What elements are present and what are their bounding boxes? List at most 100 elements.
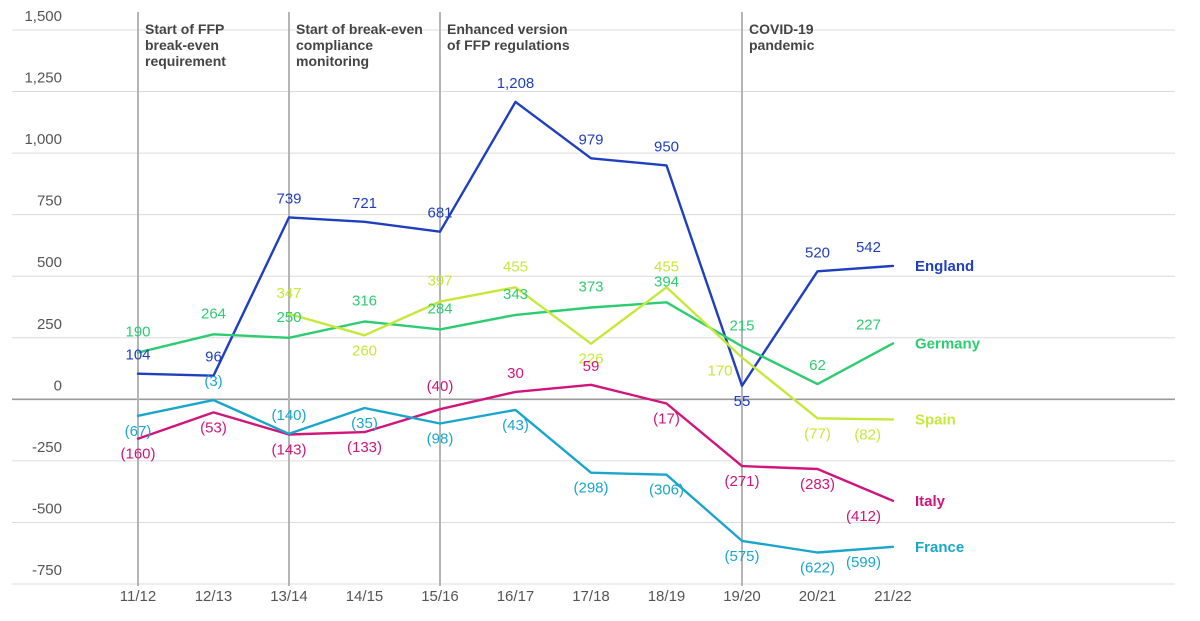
x-tick-label: 15/16 (421, 588, 459, 605)
series-name-france: France (915, 539, 964, 556)
data-label-italy: 59 (583, 358, 600, 375)
event-annotation: break-even (145, 37, 219, 53)
data-label-france: (67) (125, 423, 152, 440)
series-lines (136, 100, 895, 554)
data-label-italy: (17) (653, 411, 680, 428)
data-label-germany: 250 (276, 309, 301, 326)
data-label-france: (140) (271, 407, 306, 424)
event-annotation: compliance (296, 37, 373, 53)
axes: 1,500 1,250 1,000 750 500 250 0 -250 -500 -750 11/… (24, 8, 911, 605)
data-label-germany: 316 (352, 293, 377, 310)
data-labels: 104 96 739 721 681 1,208 979 950 55 520 542 England… (120, 75, 980, 577)
x-tick-label: 21/22 (874, 588, 912, 605)
data-label-england: 542 (856, 239, 881, 256)
data-label-italy: (40) (427, 378, 454, 395)
data-label-england: 721 (352, 195, 377, 212)
data-label-england: 950 (654, 138, 679, 155)
data-label-italy: 30 (507, 365, 524, 382)
x-tick-label: 11/12 (120, 588, 156, 605)
data-label-england: 1,208 (497, 75, 535, 92)
data-label-italy: (160) (120, 446, 155, 463)
data-label-france: (575) (724, 548, 759, 565)
data-label-germany: 227 (856, 316, 881, 333)
data-label-germany: 394 (654, 273, 679, 290)
data-label-spain: 397 (427, 273, 452, 290)
data-label-france: (298) (573, 480, 608, 497)
y-tick-label: -500 (32, 500, 62, 517)
data-label-france: (35) (351, 415, 378, 432)
data-label-italy: (412) (846, 508, 881, 525)
data-label-france: (599) (846, 554, 881, 571)
series-name-england: England (915, 258, 974, 275)
series-name-spain: Spain (915, 412, 956, 429)
data-label-spain: 455 (654, 258, 679, 275)
data-label-germany: 284 (427, 300, 452, 317)
data-label-germany: 373 (578, 278, 603, 295)
data-label-england: 681 (427, 205, 452, 222)
data-label-france: (43) (502, 417, 529, 434)
x-tick-label: 17/18 (572, 588, 610, 605)
data-label-italy: (133) (347, 439, 382, 456)
data-label-england: 739 (276, 190, 301, 207)
y-tick-label: 1,250 (24, 70, 62, 87)
event-annotation: Start of break-even (296, 21, 423, 37)
x-tick-label: 19/20 (723, 588, 761, 605)
data-label-spain: (77) (804, 425, 831, 442)
data-label-spain: 260 (352, 342, 377, 359)
event-annotation: Enhanced version (447, 21, 568, 37)
x-tick-label: 20/21 (799, 588, 837, 605)
data-label-france: (306) (649, 482, 684, 499)
data-label-england: 979 (578, 131, 603, 148)
series-line-spain (287, 286, 895, 421)
x-tick-label: 16/17 (497, 588, 535, 605)
data-label-france: (622) (800, 559, 835, 576)
data-label-england: 55 (734, 393, 751, 410)
y-tick-label: 250 (37, 316, 62, 333)
data-label-spain: 347 (276, 285, 301, 302)
series-line-germany (136, 301, 895, 386)
y-tick-label: 500 (37, 254, 62, 271)
series-name-italy: Italy (915, 493, 946, 510)
event-annotation: Start of FFP (145, 21, 224, 37)
data-label-germany: 190 (125, 324, 150, 341)
data-label-germany: 62 (809, 357, 826, 374)
data-label-spain: (82) (854, 427, 881, 444)
data-label-france: (98) (427, 430, 454, 447)
event-annotation: of FFP regulations (447, 37, 570, 53)
data-label-italy: (271) (724, 473, 759, 490)
y-tick-label: -750 (32, 562, 62, 579)
data-label-germany: 343 (503, 286, 528, 303)
event-annotation: requirement (145, 53, 226, 69)
series-line-france (136, 398, 895, 554)
x-tick-label: 18/19 (648, 588, 686, 605)
data-label-italy: (53) (200, 419, 227, 436)
data-label-england: 520 (805, 244, 830, 261)
data-label-italy: (143) (271, 442, 306, 459)
y-tick-label: -250 (32, 439, 62, 456)
y-tick-label: 1,000 (24, 131, 62, 148)
event-annotation: COVID-19 (749, 21, 814, 37)
x-tick-label: 12/13 (195, 588, 233, 605)
event-annotation: pandemic (749, 37, 815, 53)
data-label-spain: 455 (503, 258, 528, 275)
data-label-germany: 264 (201, 305, 226, 322)
data-label-spain: 226 (578, 351, 603, 368)
y-tick-label: 1,500 (24, 8, 62, 25)
data-label-england: 104 (125, 347, 150, 364)
data-label-germany: 215 (729, 317, 754, 334)
data-label-italy: (283) (800, 476, 835, 493)
y-tick-label: 0 (54, 377, 62, 394)
data-label-spain: 170 (707, 362, 732, 379)
series-line-italy (136, 383, 895, 502)
x-tick-label: 13/14 (270, 588, 308, 605)
x-tick-label: 14/15 (346, 588, 384, 605)
y-tick-label: 750 (37, 193, 62, 210)
data-label-england: 96 (205, 349, 222, 366)
data-label-france: (3) (204, 373, 222, 390)
series-line-england (136, 100, 895, 387)
series-name-germany: Germany (915, 335, 981, 352)
event-annotation: monitoring (296, 53, 369, 69)
gridlines (12, 29, 1175, 585)
